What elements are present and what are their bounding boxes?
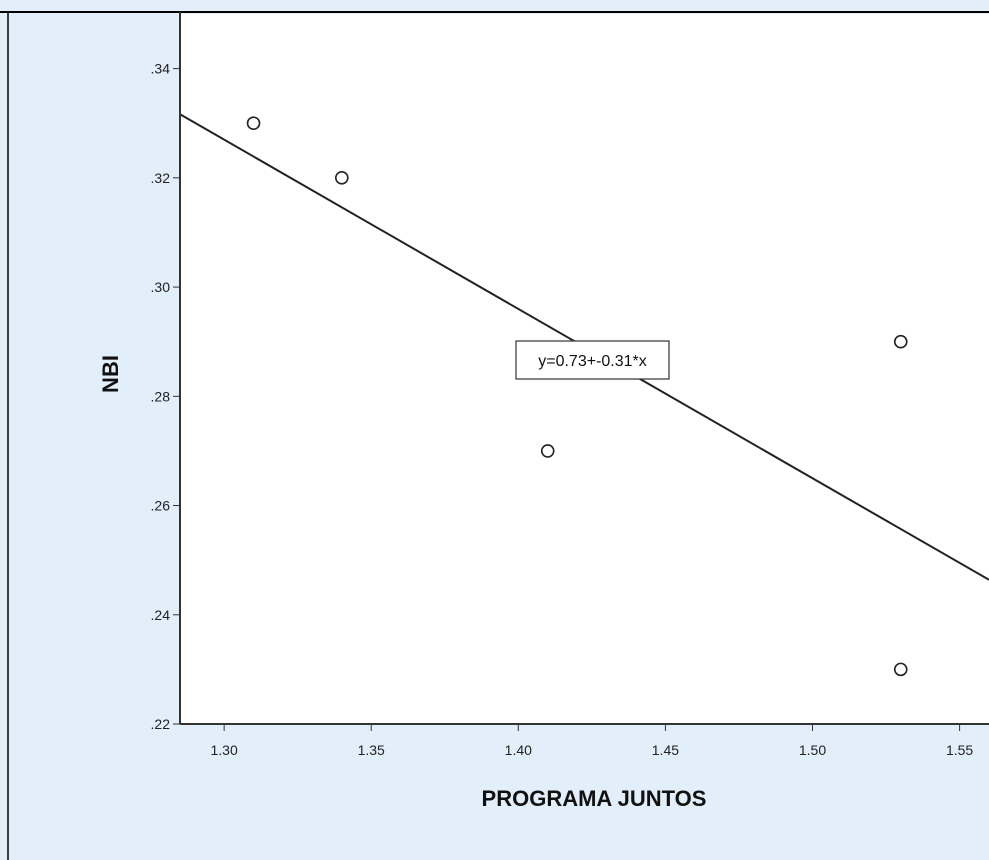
x-tick-label: 1.30 xyxy=(211,742,238,758)
y-tick-label: .26 xyxy=(151,498,171,514)
x-tick-label: 1.55 xyxy=(946,742,973,758)
y-tick-label: .28 xyxy=(151,388,171,404)
y-tick-label: .24 xyxy=(151,607,171,623)
x-tick-label: 1.35 xyxy=(358,742,385,758)
data-point xyxy=(893,662,908,677)
y-tick-label: .34 xyxy=(151,61,171,77)
fit-equation-box xyxy=(515,340,670,380)
data-point xyxy=(540,444,555,458)
y-tick-label: .32 xyxy=(151,170,171,186)
y-tick-label: .22 xyxy=(151,716,171,732)
x-tick-label: 1.40 xyxy=(505,742,532,758)
data-point xyxy=(893,334,908,349)
fit-equation-label: y=0.73+-0.31*x xyxy=(538,353,647,370)
x-axis-title: PROGRAMA JUNTOS xyxy=(482,786,707,811)
x-tick-label: 1.50 xyxy=(799,742,826,758)
data-point xyxy=(246,116,261,131)
y-axis-title: NBI xyxy=(98,355,123,393)
y-tick-label: .30 xyxy=(151,279,171,295)
data-point xyxy=(334,171,349,185)
x-tick-label: 1.45 xyxy=(652,742,679,758)
